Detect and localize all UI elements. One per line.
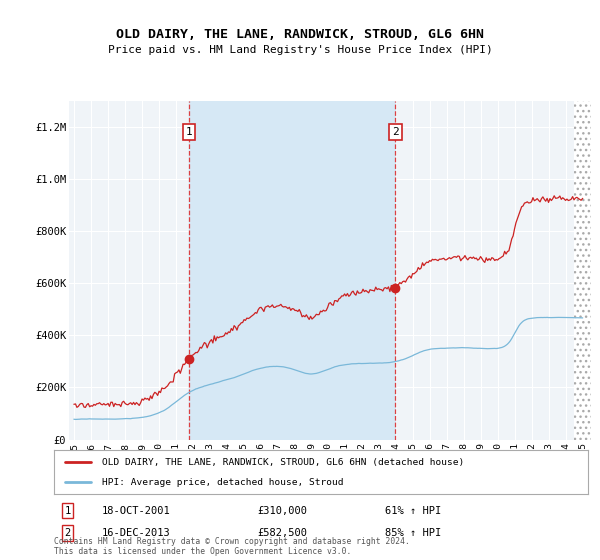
- Text: 2: 2: [64, 528, 70, 538]
- Text: 18-OCT-2001: 18-OCT-2001: [102, 506, 171, 516]
- Text: 16-DEC-2013: 16-DEC-2013: [102, 528, 171, 538]
- Text: OLD DAIRY, THE LANE, RANDWICK, STROUD, GL6 6HN (detached house): OLD DAIRY, THE LANE, RANDWICK, STROUD, G…: [102, 458, 464, 466]
- Text: OLD DAIRY, THE LANE, RANDWICK, STROUD, GL6 6HN: OLD DAIRY, THE LANE, RANDWICK, STROUD, G…: [116, 28, 484, 41]
- Text: £310,000: £310,000: [257, 506, 307, 516]
- Text: 2: 2: [392, 127, 399, 137]
- Text: 61% ↑ HPI: 61% ↑ HPI: [385, 506, 442, 516]
- Text: 1: 1: [64, 506, 70, 516]
- Text: HPI: Average price, detached house, Stroud: HPI: Average price, detached house, Stro…: [102, 478, 344, 487]
- Bar: [189, 101, 395, 440]
- Text: Price paid vs. HM Land Registry's House Price Index (HPI): Price paid vs. HM Land Registry's House …: [107, 45, 493, 55]
- Text: £582,500: £582,500: [257, 528, 307, 538]
- Bar: [574, 74, 599, 440]
- Text: 1: 1: [186, 127, 193, 137]
- Text: Contains HM Land Registry data © Crown copyright and database right 2024.
This d: Contains HM Land Registry data © Crown c…: [54, 536, 410, 556]
- Text: 85% ↑ HPI: 85% ↑ HPI: [385, 528, 442, 538]
